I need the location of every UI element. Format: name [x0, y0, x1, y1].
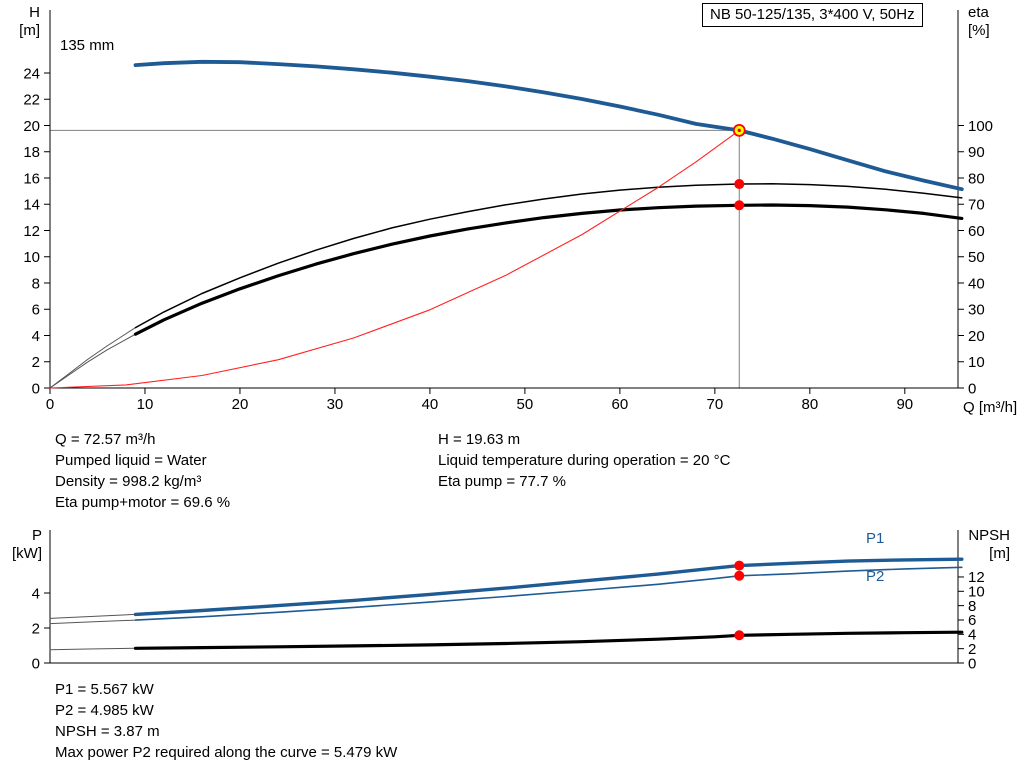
- p1-curve: [133, 557, 964, 617]
- eta-pump-motor-curve: [133, 203, 964, 336]
- left-tick-label: 4: [32, 328, 40, 345]
- right-tick-label: 100: [968, 118, 993, 135]
- left-tick-label: 24: [23, 65, 40, 82]
- npsh-axis-title: NPSH [m]: [964, 527, 1010, 563]
- info-p1: P1 = 5.567 kW: [55, 681, 154, 698]
- right-tick-label: 8: [968, 598, 976, 615]
- left-tick-label: 0: [32, 655, 40, 672]
- info-max-p2: Max power P2 required along the curve = …: [55, 744, 398, 761]
- eta-pump-curve: [134, 183, 963, 329]
- x-tick-label: 70: [707, 396, 724, 413]
- duty-info-right: H = 19.63 m Liquid temperature during op…: [438, 429, 730, 492]
- right-tick-label: 80: [968, 170, 985, 187]
- right-tick-label: 20: [968, 328, 985, 345]
- eta-axis-title: eta [%]: [968, 4, 1008, 40]
- npsh-extension: [49, 647, 136, 651]
- x-tick-label: 10: [137, 396, 154, 413]
- x-tick-label: 50: [517, 396, 534, 413]
- info-p2: P2 = 4.985 kW: [55, 702, 154, 719]
- right-tick-label: 10: [968, 354, 985, 371]
- eta-pump-motor-extension: [49, 333, 136, 389]
- p2-extension: [49, 619, 136, 625]
- head-axis-title: H [m]: [10, 4, 40, 40]
- system-curve: [49, 129, 740, 389]
- x-tick-label: 30: [327, 396, 344, 413]
- flow-axis-title: Q [m³/h]: [963, 399, 1018, 416]
- x-tick-label: 90: [896, 396, 913, 413]
- left-tick-label: 8: [32, 275, 40, 292]
- info-eta-pump: Eta pump = 77.7 %: [438, 473, 566, 490]
- x-tick-label: 60: [612, 396, 629, 413]
- power-axis-title: P [kW]: [8, 527, 42, 563]
- left-tick-label: 2: [32, 354, 40, 371]
- left-tick-label: 4: [32, 585, 40, 602]
- power-axis-unit: [kW]: [12, 545, 42, 562]
- right-tick-label: 70: [968, 197, 985, 214]
- right-tick-label: 30: [968, 302, 985, 319]
- pump-title-box: NB 50-125/135, 3*400 V, 50Hz: [702, 3, 923, 27]
- p1-extension: [49, 613, 136, 619]
- info-npsh: NPSH = 3.87 m: [55, 723, 160, 740]
- x-tick-label: 20: [232, 396, 249, 413]
- right-tick-label: 10: [968, 584, 985, 601]
- right-tick-label: 50: [968, 249, 985, 266]
- left-tick-label: 22: [23, 92, 40, 109]
- right-tick-label: 0: [968, 380, 976, 397]
- p2-curve-label: P2: [866, 568, 885, 585]
- npsh-axis-symbol: NPSH: [968, 527, 1010, 544]
- duty-info-left: Q = 72.57 m³/h Pumped liquid = Water Den…: [55, 429, 230, 513]
- duty-point-center: [737, 128, 741, 133]
- power-axis-symbol: P: [31, 527, 42, 544]
- right-tick-label: 12: [968, 569, 985, 586]
- left-tick-label: 16: [23, 170, 40, 187]
- right-tick-label: 6: [968, 612, 976, 629]
- npsh-axis-unit: [m]: [989, 545, 1010, 562]
- eta-pump-motor-point: [734, 200, 745, 211]
- left-tick-label: 10: [23, 249, 40, 266]
- x-tick-label: 0: [46, 396, 54, 413]
- npsh-point: [734, 630, 745, 641]
- left-tick-label: 6: [32, 302, 40, 319]
- x-tick-label: 40: [422, 396, 439, 413]
- info-flow: Q = 72.57 m³/h: [55, 431, 156, 448]
- head-axis-symbol: H: [29, 4, 40, 21]
- left-tick-label: 18: [23, 144, 40, 161]
- left-tick-label: 2: [32, 620, 40, 637]
- info-liquid: Pumped liquid = Water: [55, 452, 207, 469]
- info-head: H = 19.63 m: [438, 431, 521, 448]
- p2-curve: [134, 566, 963, 621]
- impeller-diameter-label: 135 mm: [60, 37, 115, 54]
- info-density: Density = 998.2 kg/m³: [55, 473, 202, 490]
- p1-point: [734, 560, 745, 571]
- left-tick-label: 0: [32, 380, 40, 397]
- head-curve: [133, 59, 964, 192]
- eta-axis-symbol: eta: [968, 4, 989, 21]
- npsh-curve: [133, 630, 964, 650]
- left-tick-label: 12: [23, 223, 40, 240]
- head-axis-unit: [m]: [19, 22, 40, 39]
- info-temperature: Liquid temperature during operation = 20…: [438, 452, 731, 469]
- x-tick-label: 80: [801, 396, 818, 413]
- eta-pump-extension: [49, 327, 136, 389]
- power-info: P1 = 5.567 kW P2 = 4.985 kW NPSH = 3.87 …: [55, 679, 397, 763]
- left-tick-label: 14: [23, 197, 40, 214]
- left-tick-label: 20: [23, 118, 40, 135]
- right-tick-label: 4: [968, 627, 976, 644]
- right-tick-label: 60: [968, 223, 985, 240]
- right-tick-label: 40: [968, 275, 985, 292]
- right-tick-label: 0: [968, 655, 976, 672]
- eta-pump-point: [734, 179, 745, 190]
- info-eta-pump-motor: Eta pump+motor = 69.6 %: [55, 494, 231, 511]
- right-tick-label: 2: [968, 641, 976, 658]
- p1-curve-label: P1: [866, 530, 885, 547]
- right-tick-label: 90: [968, 144, 985, 161]
- p2-point: [734, 570, 745, 581]
- eta-axis-unit: [%]: [968, 22, 990, 39]
